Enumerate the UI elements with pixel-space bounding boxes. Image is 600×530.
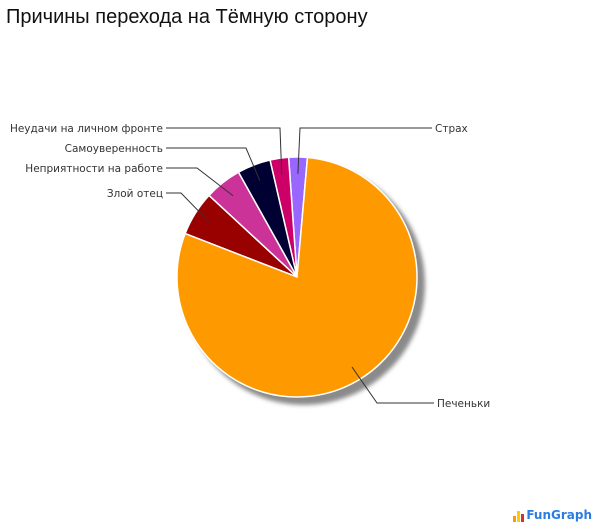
slice-label: Страх <box>435 123 468 135</box>
slice-label: Неприятности на работе <box>25 163 163 175</box>
slice-label: Злой отец <box>107 188 163 200</box>
fungraph-logo: FunGraph <box>513 508 592 522</box>
logo-bars-icon <box>513 510 525 522</box>
pie-callouts: Страх Неудачи на личном фронте Самоуверенн… <box>10 123 490 410</box>
slice-label: Неудачи на личном фронте <box>10 123 163 135</box>
slice-label: Самоуверенность <box>65 143 163 155</box>
callout-line <box>297 127 432 174</box>
callout-line <box>166 167 234 197</box>
callout-line <box>351 366 434 404</box>
chart-title: Причины перехода на Тёмную сторону <box>6 6 368 28</box>
pie-slices <box>176 156 418 398</box>
callout-line <box>166 127 283 175</box>
callout-line <box>166 147 261 181</box>
callout-line <box>166 192 210 223</box>
logo-text: FunGraph <box>526 508 592 522</box>
slice-label: Печеньки <box>437 398 490 410</box>
